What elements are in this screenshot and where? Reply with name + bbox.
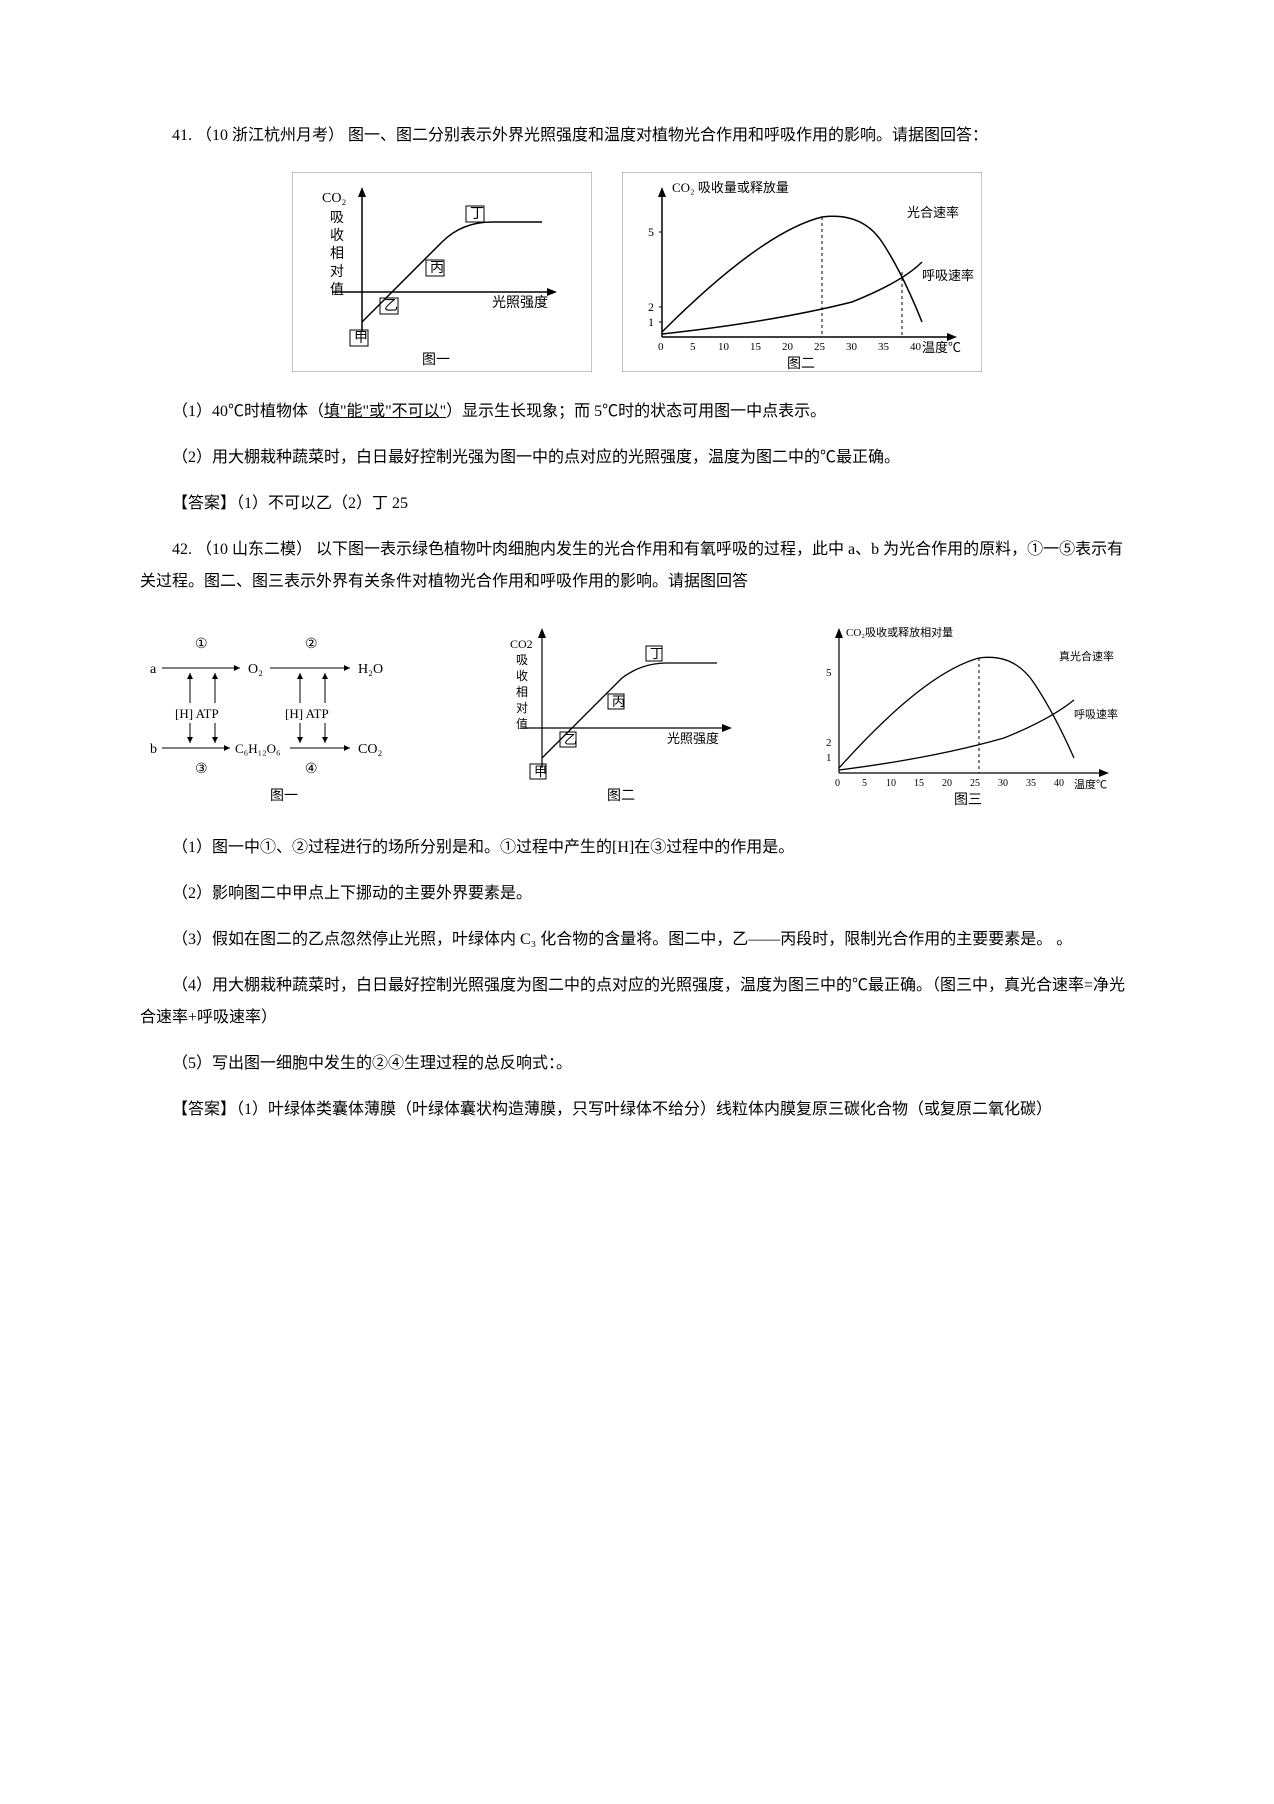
svg-text:2: 2 bbox=[826, 737, 832, 749]
svg-text:H₂O: H₂O bbox=[358, 662, 383, 677]
svg-text:收: 收 bbox=[330, 228, 344, 244]
q42-sub1: （1）图一中①、②过程进行的场所分别是和。①过程中产生的[H]在③过程中的作用是… bbox=[140, 832, 1134, 864]
svg-text:O₂: O₂ bbox=[248, 662, 263, 677]
svg-text:图二: 图二 bbox=[787, 357, 815, 372]
svg-text:30: 30 bbox=[846, 341, 858, 353]
svg-text:甲: 甲 bbox=[534, 764, 547, 779]
svg-text:40: 40 bbox=[1054, 778, 1064, 789]
svg-text:④: ④ bbox=[305, 762, 318, 777]
svg-text:[H] ATP: [H] ATP bbox=[285, 706, 329, 721]
q42-sub4: （4）用大棚栽种蔬菜时，白日最好控制光照强度为图二中的点对应的光照强度，温度为图… bbox=[140, 970, 1134, 1034]
q41-sub1-pre: （1）40℃时植物体（ bbox=[172, 403, 324, 420]
svg-text:CO₂吸收或释放相对量: CO₂吸收或释放相对量 bbox=[846, 625, 953, 639]
svg-text:温度℃: 温度℃ bbox=[1074, 777, 1107, 791]
svg-text:1: 1 bbox=[648, 315, 654, 329]
svg-text:图一: 图一 bbox=[270, 789, 298, 804]
svg-text:①: ① bbox=[195, 637, 208, 652]
svg-text:[H] ATP: [H] ATP bbox=[175, 706, 219, 721]
svg-text:35: 35 bbox=[1026, 778, 1036, 789]
svg-text:30: 30 bbox=[998, 778, 1008, 789]
q42-sub5: （5）写出图一细胞中发生的②④生理过程的总反响式：。 bbox=[140, 1048, 1134, 1080]
q42-diagram2: CO2 吸 收 相 对 值 光照强度 甲 乙 丙 丁 图二 bbox=[492, 618, 752, 808]
svg-text:0: 0 bbox=[658, 341, 664, 353]
svg-text:丙: 丙 bbox=[612, 694, 625, 709]
svg-text:25: 25 bbox=[970, 778, 980, 789]
q42-number: 42. bbox=[172, 541, 192, 558]
svg-text:光合速率: 光合速率 bbox=[907, 205, 959, 220]
q42-prompt: 42. （10 山东二模） 以下图一表示绿色植物叶肉细胞内发生的光合作用和有氧呼… bbox=[140, 534, 1134, 598]
svg-text:CO2: CO2 bbox=[510, 637, 533, 651]
svg-text:吸: 吸 bbox=[330, 211, 344, 226]
svg-text:光照强度: 光照强度 bbox=[492, 295, 548, 311]
q41-prompt: 41. （10 浙江杭州月考） 图一、图二分别表示外界光照强度和温度对植物光合作… bbox=[140, 120, 1134, 152]
svg-text:相: 相 bbox=[516, 685, 528, 699]
q41-sub2: （2）用大棚栽种蔬菜时，白日最好控制光强为图一中的点对应的光照强度，温度为图二中… bbox=[140, 442, 1134, 474]
q41-diagram1: CO₂ 吸 收 相 对 值 光照强度 甲 乙 丙 丁 图一 bbox=[292, 172, 592, 372]
svg-text:吸: 吸 bbox=[516, 653, 528, 667]
svg-text:40: 40 bbox=[910, 341, 922, 353]
svg-text:图三: 图三 bbox=[954, 793, 982, 808]
svg-text:丙: 丙 bbox=[430, 261, 444, 276]
q41-sub1-post: ）显示生长现象；而 5℃时的状态可用图一中点表示。 bbox=[446, 403, 826, 420]
svg-text:丁: 丁 bbox=[470, 207, 484, 222]
svg-text:CO₂ 吸收量或释放量: CO₂ 吸收量或释放量 bbox=[672, 180, 789, 195]
svg-text:真光合速率: 真光合速率 bbox=[1059, 649, 1114, 663]
svg-text:相: 相 bbox=[330, 246, 344, 262]
svg-text:呼吸速率: 呼吸速率 bbox=[922, 268, 974, 283]
svg-text:5: 5 bbox=[826, 667, 832, 679]
svg-text:乙: 乙 bbox=[384, 298, 398, 314]
q42-sub2: （2）影响图二中甲点上下挪动的主要外界要素是。 bbox=[140, 878, 1134, 910]
svg-text:值: 值 bbox=[330, 282, 344, 298]
svg-text:20: 20 bbox=[942, 778, 952, 789]
svg-text:温度℃: 温度℃ bbox=[922, 340, 961, 355]
q41-number: 41. bbox=[172, 127, 192, 144]
svg-text:收: 收 bbox=[516, 669, 528, 683]
svg-text:5: 5 bbox=[648, 225, 654, 239]
svg-text:③: ③ bbox=[195, 762, 208, 777]
svg-text:5: 5 bbox=[690, 341, 696, 353]
svg-text:b: b bbox=[150, 742, 157, 757]
q42-diagram3: 1 2 5 0 5 10 15 20 25 30 35 40 温度℃ CO₂吸收或释放相… bbox=[804, 618, 1134, 808]
q42-answer1: 【答案】（1）叶绿体类囊体薄膜（叶绿体囊状构造薄膜，只写叶绿体不给分）线粒体内膜… bbox=[140, 1094, 1134, 1126]
q42-diagram1: a O₂ H₂O ① ② [H] ATP [H] ATP b C₆H₁₂O₆ C… bbox=[140, 618, 440, 808]
svg-text:甲: 甲 bbox=[354, 331, 368, 346]
q42-sub3: （3）假如在图二的乙点忽然停止光照，叶绿体内 C₃ 化合物的含量将。图二中，乙—… bbox=[140, 924, 1134, 956]
svg-text:图一: 图一 bbox=[422, 353, 450, 368]
q41-sub1-underline: 填"能"或"不可以" bbox=[324, 403, 446, 420]
svg-text:0: 0 bbox=[835, 778, 840, 789]
svg-text:②: ② bbox=[305, 637, 318, 652]
svg-text:CO₂: CO₂ bbox=[358, 742, 382, 757]
q41-diagram2: 1 2 5 0 5 10 15 20 25 30 35 40 温度℃ CO₂ 吸… bbox=[622, 172, 982, 372]
svg-text:15: 15 bbox=[914, 778, 924, 789]
q41-answer: 【答案】（1）不可以乙（2）丁 25 bbox=[140, 488, 1134, 520]
svg-text:值: 值 bbox=[516, 716, 528, 731]
q42-diagrams: a O₂ H₂O ① ② [H] ATP [H] ATP b C₆H₁₂O₆ C… bbox=[140, 618, 1134, 808]
svg-text:a: a bbox=[150, 662, 157, 677]
svg-text:2: 2 bbox=[648, 300, 654, 314]
svg-text:10: 10 bbox=[886, 778, 896, 789]
q41-text: 图一、图二分别表示外界光照强度和温度对植物光合作用和呼吸作用的影响。请据图回答： bbox=[348, 127, 988, 144]
q41-source: （10 浙江杭州月考） bbox=[196, 127, 344, 144]
svg-text:CO₂: CO₂ bbox=[322, 191, 346, 206]
svg-text:20: 20 bbox=[782, 341, 794, 353]
svg-text:25: 25 bbox=[814, 341, 826, 353]
svg-text:对: 对 bbox=[516, 701, 528, 715]
svg-text:图二: 图二 bbox=[607, 789, 635, 804]
svg-text:乙: 乙 bbox=[564, 732, 577, 747]
svg-text:呼吸速率: 呼吸速率 bbox=[1074, 707, 1118, 721]
svg-text:丁: 丁 bbox=[650, 646, 663, 661]
svg-text:15: 15 bbox=[750, 341, 762, 353]
svg-text:1: 1 bbox=[826, 752, 832, 764]
q41-diagrams: CO₂ 吸 收 相 对 值 光照强度 甲 乙 丙 丁 图一 1 2 5 0 5 … bbox=[140, 172, 1134, 372]
svg-text:对: 对 bbox=[330, 264, 344, 280]
q41-sub1: （1）40℃时植物体（填"能"或"不可以"）显示生长现象；而 5℃时的状态可用图… bbox=[140, 396, 1134, 428]
q42-source: （10 山东二模） bbox=[196, 541, 312, 558]
svg-text:35: 35 bbox=[878, 341, 890, 353]
svg-text:5: 5 bbox=[862, 778, 867, 789]
svg-text:C₆H₁₂O₆: C₆H₁₂O₆ bbox=[235, 741, 281, 756]
svg-text:光照强度: 光照强度 bbox=[667, 731, 719, 746]
svg-text:10: 10 bbox=[718, 341, 730, 353]
